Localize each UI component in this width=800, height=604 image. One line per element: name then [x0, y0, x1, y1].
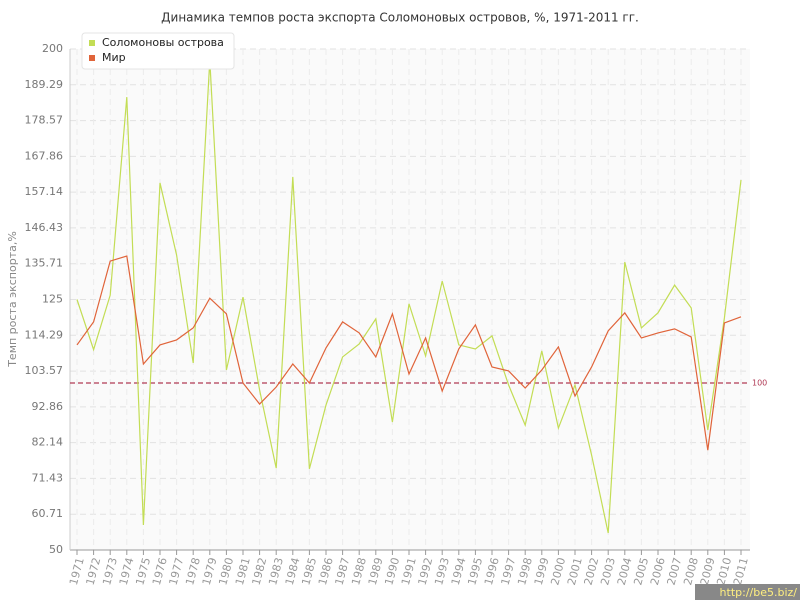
legend-box [81, 32, 235, 70]
y-tick-label: 60.71 [32, 507, 64, 520]
y-tick-label: 50 [49, 543, 63, 556]
watermark-box [695, 584, 800, 600]
x-tick-label: 2011 [731, 556, 751, 586]
chart-title: Динамика темпов роста экспорта Соломонов… [161, 11, 639, 25]
y-tick-label: 92.86 [32, 400, 64, 413]
y-axis-label: Темп роста экспорта,% [6, 231, 19, 368]
legend-label: Мир [102, 51, 126, 64]
legend-swatch [89, 40, 95, 46]
y-tick-label: 157.14 [25, 185, 64, 198]
series-line [76, 59, 742, 534]
y-tick-label: 125 [42, 293, 63, 306]
y-tick-label: 189.29 [25, 78, 64, 91]
series-line [76, 255, 742, 451]
y-tick-label: 200 [42, 42, 63, 55]
legend-swatch [89, 55, 95, 61]
y-tick-label: 114.29 [25, 328, 64, 341]
watermark: http://be5.biz/ [720, 586, 798, 599]
y-tick-label: 178.57 [25, 114, 64, 127]
y-tick-label: 103.57 [25, 364, 64, 377]
y-tick-label: 146.43 [25, 221, 64, 234]
y-tick-label: 135.71 [25, 257, 64, 270]
reference-label: 100 [752, 379, 767, 388]
y-tick-label: 71.43 [32, 471, 64, 484]
legend-label: Соломоновы острова [102, 36, 224, 49]
y-tick-label: 82.14 [32, 436, 64, 449]
y-tick-label: 167.86 [25, 149, 64, 162]
